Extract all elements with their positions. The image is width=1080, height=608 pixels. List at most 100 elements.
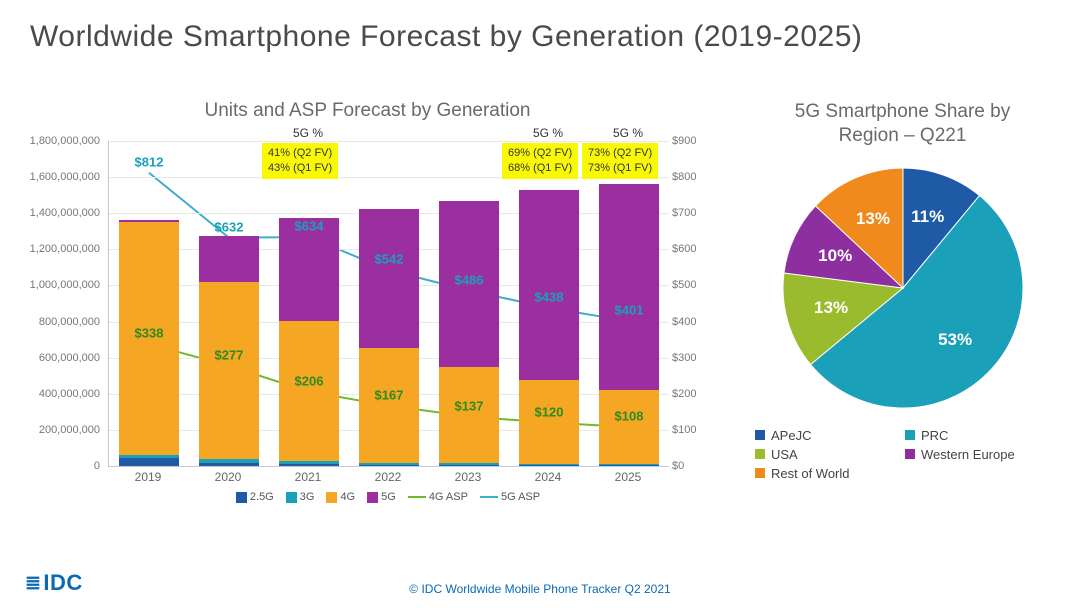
page-title: Worldwide Smartphone Forecast by Generat… bbox=[30, 20, 862, 54]
y2-tick: $0 bbox=[672, 460, 684, 472]
line-label: $438 bbox=[535, 289, 564, 304]
line-label: $120 bbox=[535, 404, 564, 419]
line-label: $542 bbox=[375, 252, 404, 267]
line-label: $634 bbox=[295, 219, 324, 234]
x-tick: 2021 bbox=[295, 470, 322, 484]
legend-2.5G: 2.5G bbox=[236, 491, 274, 503]
slice-label: 11% bbox=[911, 207, 944, 227]
line-label: $137 bbox=[455, 398, 484, 413]
callout-header: 5G % bbox=[613, 126, 643, 140]
x-tick: 2020 bbox=[215, 470, 242, 484]
y1-tick: 0 bbox=[94, 460, 100, 472]
bar-line-chart: Units and ASP Forecast by Generation 0 20… bbox=[20, 100, 715, 525]
slice-label: 13% bbox=[814, 298, 848, 318]
seg-2.5G bbox=[279, 464, 339, 466]
seg-2.5G bbox=[519, 465, 579, 466]
callout-box: 73% (Q2 FV)73% (Q1 FV) bbox=[582, 143, 658, 179]
callout-box: 69% (Q2 FV)68% (Q1 FV) bbox=[502, 143, 578, 179]
seg-2.5G bbox=[359, 465, 419, 466]
plot-area: $338 $277 $206 $167 $137 $120 $108 $812 $632 $634… bbox=[108, 141, 669, 467]
y1-tick: 1,800,000,000 bbox=[30, 135, 100, 147]
y2-tick: $700 bbox=[672, 207, 696, 219]
y2-tick: $900 bbox=[672, 135, 696, 147]
seg-3G bbox=[599, 464, 659, 465]
seg-3G bbox=[199, 459, 259, 463]
line-label: $277 bbox=[215, 347, 244, 362]
seg-3G bbox=[359, 463, 419, 465]
seg-2.5G bbox=[439, 465, 499, 466]
seg-3G bbox=[279, 461, 339, 464]
x-tick: 2025 bbox=[615, 470, 642, 484]
slice-label: 53% bbox=[938, 330, 972, 350]
seg-5G bbox=[279, 218, 339, 321]
line-label: $167 bbox=[375, 387, 404, 402]
seg-2.5G bbox=[599, 465, 659, 466]
seg-3G bbox=[119, 455, 179, 458]
y1-tick: 1,000,000,000 bbox=[30, 279, 100, 291]
pie-legend-APeJC: APeJC bbox=[755, 428, 905, 443]
seg-4G bbox=[359, 348, 419, 463]
seg-4G bbox=[199, 282, 259, 459]
legend-4G ASP: 4G ASP bbox=[408, 491, 468, 503]
line-label: $108 bbox=[615, 409, 644, 424]
seg-2.5G bbox=[119, 458, 179, 466]
y2-tick: $600 bbox=[672, 243, 696, 255]
seg-2.5G bbox=[199, 463, 259, 466]
line-label: $206 bbox=[295, 373, 324, 388]
seg-4G bbox=[279, 321, 339, 461]
x-tick: 2019 bbox=[135, 470, 162, 484]
seg-3G bbox=[519, 464, 579, 465]
callout-box: 41% (Q2 FV)43% (Q1 FV) bbox=[262, 143, 338, 179]
line-label: $338 bbox=[135, 325, 164, 340]
y2-tick: $200 bbox=[672, 388, 696, 400]
seg-3G bbox=[439, 463, 499, 464]
legend-5G: 5G bbox=[367, 491, 396, 503]
seg-5G bbox=[199, 236, 259, 282]
seg-5G bbox=[599, 184, 659, 390]
y1-tick: 1,600,000,000 bbox=[30, 171, 100, 183]
y2-axis: $0$100$200$300$400$500$600$700$800$900 bbox=[670, 141, 715, 466]
pie-legend: APeJCPRCUSAWestern EuropeRest of World bbox=[735, 428, 1070, 485]
seg-5G bbox=[519, 190, 579, 380]
x-tick: 2023 bbox=[455, 470, 482, 484]
pie-legend-USA: USA bbox=[755, 447, 905, 462]
slice-label: 10% bbox=[818, 246, 852, 266]
y2-tick: $100 bbox=[672, 424, 696, 436]
footer: © IDC Worldwide Mobile Phone Tracker Q2 … bbox=[0, 582, 1080, 596]
callout-header: 5G % bbox=[533, 126, 563, 140]
seg-5G bbox=[119, 220, 179, 222]
pie-title: 5G Smartphone Share byRegion – Q221 bbox=[735, 100, 1070, 148]
pie-legend-Western Europe: Western Europe bbox=[905, 447, 1055, 462]
seg-5G bbox=[359, 209, 419, 348]
y1-tick: 400,000,000 bbox=[39, 388, 100, 400]
callout-header: 5G % bbox=[293, 126, 323, 140]
bar-legend: 2.5G 3G 4G 5G 4G ASP 5G ASP bbox=[108, 491, 668, 503]
line-label: $632 bbox=[215, 219, 244, 234]
y2-tick: $500 bbox=[672, 279, 696, 291]
y1-tick: 800,000,000 bbox=[39, 316, 100, 328]
pie-chart: 5G Smartphone Share byRegion – Q221 11% 5… bbox=[735, 100, 1070, 485]
bar-chart-title: Units and ASP Forecast by Generation bbox=[20, 100, 715, 122]
legend-4G: 4G bbox=[326, 491, 355, 503]
seg-4G bbox=[519, 380, 579, 464]
x-tick: 2024 bbox=[535, 470, 562, 484]
y1-tick: 600,000,000 bbox=[39, 352, 100, 364]
y1-tick: 1,200,000,000 bbox=[30, 243, 100, 255]
x-tick: 2022 bbox=[375, 470, 402, 484]
line-label: $486 bbox=[455, 272, 484, 287]
y1-tick: 1,400,000,000 bbox=[30, 207, 100, 219]
legend-3G: 3G bbox=[286, 491, 315, 503]
y2-tick: $800 bbox=[672, 171, 696, 183]
line-label: $812 bbox=[135, 154, 164, 169]
x-axis: 2019 2020 2021 2022 2023 2024 2025 bbox=[108, 470, 668, 488]
y1-tick: 200,000,000 bbox=[39, 424, 100, 436]
legend-5G ASP: 5G ASP bbox=[480, 491, 540, 503]
line-label: $401 bbox=[615, 303, 644, 318]
slice-label: 13% bbox=[856, 209, 890, 229]
y2-tick: $400 bbox=[672, 316, 696, 328]
seg-4G bbox=[599, 390, 659, 464]
seg-4G bbox=[439, 367, 499, 464]
pie-legend-Rest of World: Rest of World bbox=[755, 466, 905, 481]
y1-axis: 0200,000,000400,000,000600,000,000800,00… bbox=[20, 141, 102, 466]
y2-tick: $300 bbox=[672, 352, 696, 364]
